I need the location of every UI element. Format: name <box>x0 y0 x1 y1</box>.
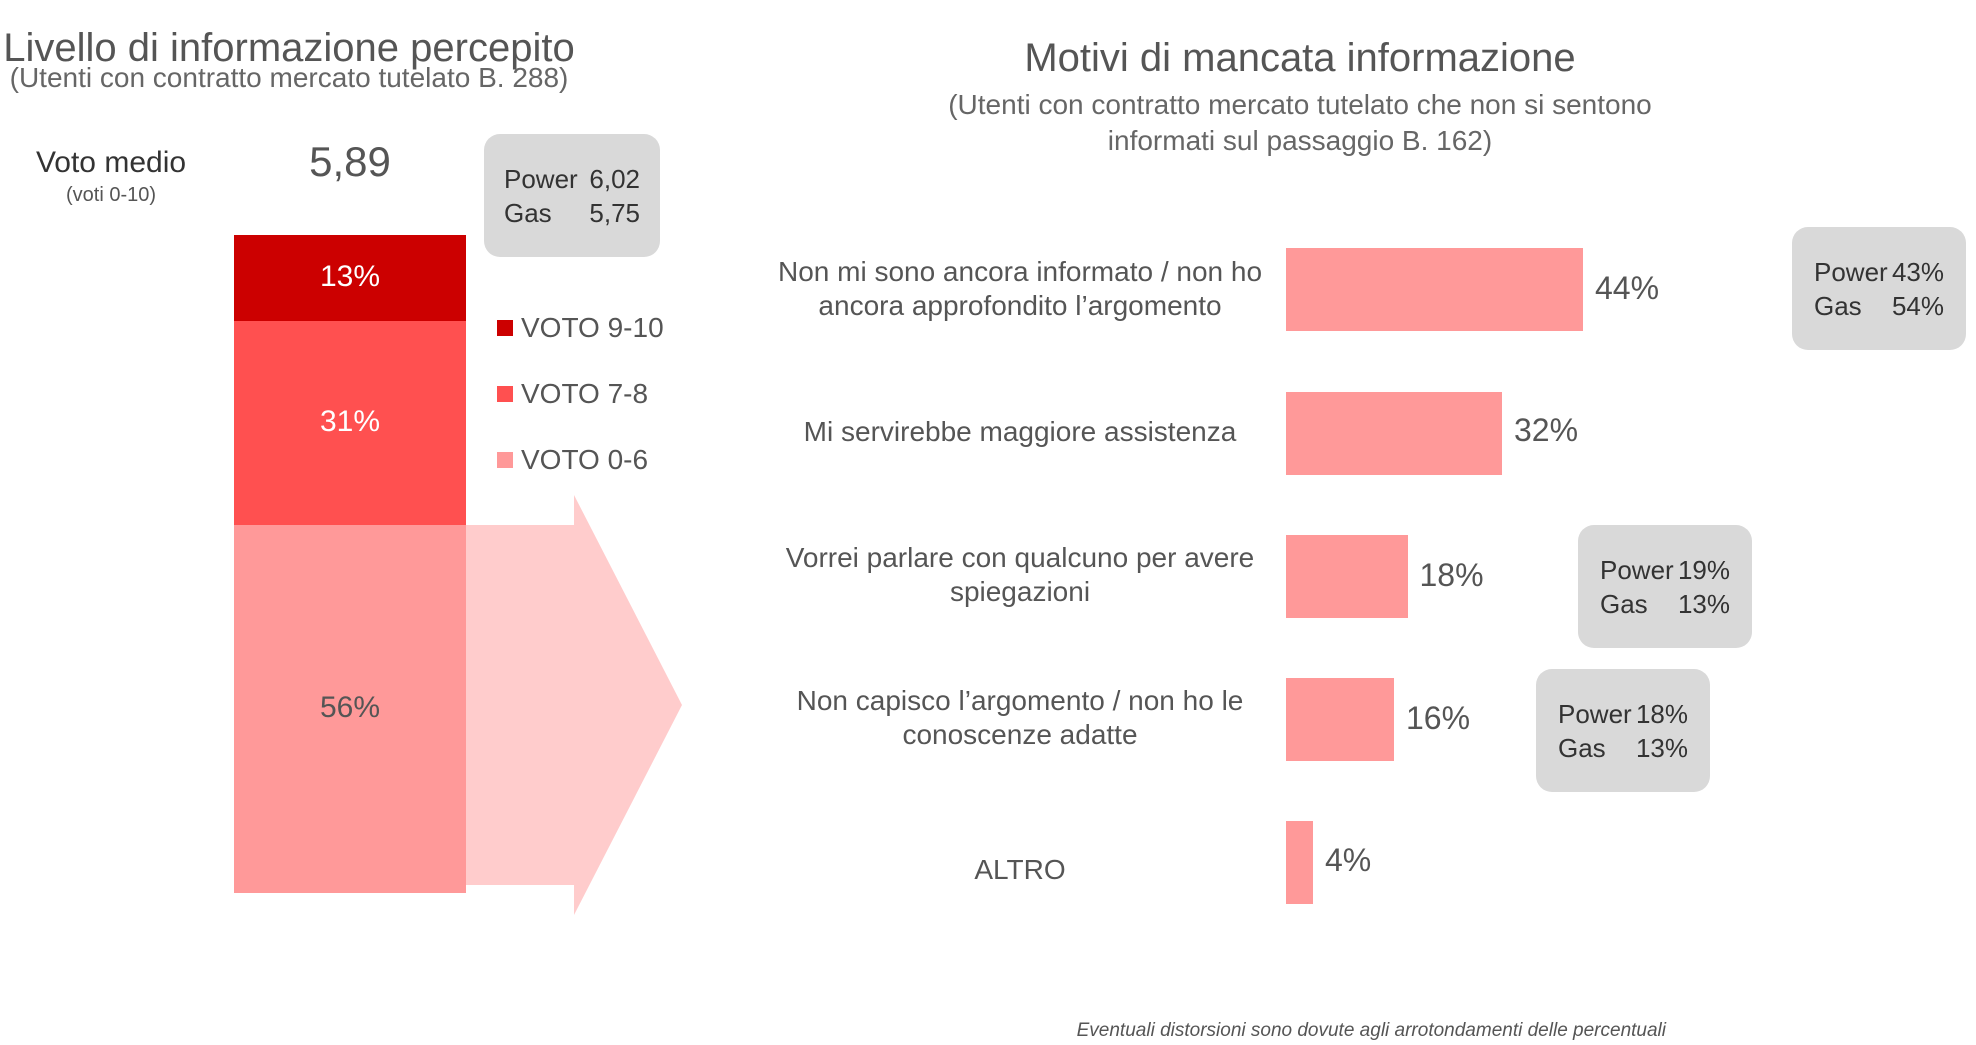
legend-voto-0-6: VOTO 0-6 <box>497 444 648 476</box>
legend-swatch <box>497 452 513 468</box>
gas-value: 54% <box>1891 291 1944 321</box>
segment-voto-9-10: 13% <box>234 235 466 321</box>
legend-swatch <box>497 320 513 336</box>
segment-voto-7-8-label: 31% <box>319 404 381 438</box>
legend-label: VOTO 7-8 <box>521 378 649 409</box>
flow-arrow <box>466 495 682 915</box>
bar <box>1286 392 1502 475</box>
left-power-gas-callout: Power 6,02 Gas 5,75 <box>484 134 660 257</box>
average-score-sublabel: (voti 0-10) <box>65 184 157 206</box>
right-chart-title: Motivi di mancata informazione <box>1024 36 1576 80</box>
segment-voto-7-8: 31% <box>234 320 466 525</box>
category-label: ALTRO <box>974 854 1066 885</box>
gas-label: Gas <box>1558 733 1606 763</box>
left-chart-title: Livello di informazione percepito <box>3 26 575 70</box>
footnote: Eventuali distorsioni sono dovute agli a… <box>1076 1020 1666 1041</box>
gas-label: Gas <box>1600 589 1648 619</box>
bar <box>1286 821 1313 904</box>
legend-label: VOTO 9-10 <box>521 312 664 343</box>
category-label: Vorrei parlare con qualcuno per avere sp… <box>785 542 1255 607</box>
gas-label: Gas <box>1814 291 1862 321</box>
legend-label: VOTO 0-6 <box>521 444 649 475</box>
power-gas-callout-1: Power 43% Gas 54% <box>1792 227 1966 350</box>
legend-voto-9-10: VOTO 9-10 <box>497 312 664 344</box>
power-gas-callout-3: Power 18% Gas 13% <box>1536 669 1710 792</box>
power-value: 43% <box>1891 257 1944 287</box>
bar-value-label: 18% <box>1419 557 1484 593</box>
bar <box>1286 535 1408 618</box>
stacked-bar: 13% 31% 56% <box>234 235 466 893</box>
legend-swatch <box>497 386 513 402</box>
left-chart-subtitle: (Utenti con contratto mercato tutelato B… <box>9 62 569 93</box>
power-label: Power <box>1814 257 1888 287</box>
category-label: Non capisco l’argomento / non ho le cono… <box>796 685 1244 750</box>
power-value: 6,02 <box>589 164 640 194</box>
average-score-label: Voto medio <box>35 146 187 179</box>
category-label: Non mi sono ancora informato / non ho an… <box>777 256 1263 321</box>
bar <box>1286 678 1394 761</box>
power-gas-callout-2: Power 19% Gas 13% <box>1578 525 1752 648</box>
bar-value-label: 32% <box>1514 412 1579 448</box>
power-label: Power <box>1600 555 1674 585</box>
segment-voto-9-10-label: 13% <box>319 259 381 293</box>
segment-voto-0-6-label: 56% <box>319 690 381 724</box>
bar-value-label: 44% <box>1595 270 1660 306</box>
category-label: Mi servirebbe maggiore assistenza <box>803 416 1237 447</box>
segment-voto-0-6: 56% <box>234 524 466 893</box>
right-chart-subtitle: (Utenti con contratto mercato tutelato c… <box>948 89 1652 156</box>
legend-voto-7-8: VOTO 7-8 <box>497 378 648 410</box>
gas-value: 13% <box>1635 733 1688 763</box>
bar-value-label: 4% <box>1325 842 1372 878</box>
gas-label: Gas <box>504 198 552 228</box>
average-score-value: 5,89 <box>309 138 391 185</box>
power-value: 19% <box>1677 555 1730 585</box>
bar-value-label: 16% <box>1406 700 1471 736</box>
bar <box>1286 248 1583 331</box>
gas-value: 13% <box>1677 589 1730 619</box>
gas-value: 5,75 <box>589 198 640 228</box>
power-value: 18% <box>1635 699 1688 729</box>
power-label: Power <box>1558 699 1632 729</box>
power-label: Power <box>504 164 578 194</box>
